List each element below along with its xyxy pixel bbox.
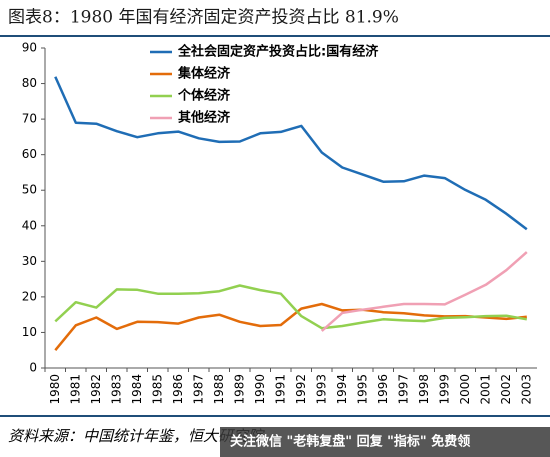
series-line (54, 284, 528, 330)
x-tick-label: 1996 (376, 374, 390, 405)
y-tick-label: 70 (22, 112, 37, 126)
legend-label: 集体经济 (177, 66, 231, 82)
x-tick-label: 1988 (212, 374, 226, 405)
y-tick-label: 50 (22, 183, 37, 197)
x-tick-label: 1999 (437, 374, 451, 405)
x-tick-label: 1986 (171, 374, 185, 405)
y-tick-label: 20 (22, 289, 37, 303)
watermark-bg (220, 427, 550, 457)
x-tick-label: 1989 (232, 374, 246, 405)
watermark: 关注微信 "老韩复盘" 回复 "指标" 免费领 (230, 434, 470, 450)
y-tick-label: 30 (22, 254, 37, 268)
y-tick-label: 40 (22, 218, 37, 232)
x-tick-label: 1995 (355, 374, 369, 405)
x-tick-label: 1993 (314, 374, 328, 405)
x-tick-label: 1980 (48, 374, 62, 405)
x-tick-label: 1998 (417, 374, 431, 405)
legend-label: 全社会固定资产投资占比:国有经济 (177, 44, 379, 60)
x-tick-label: 1992 (294, 374, 308, 405)
legend-label: 其他经济 (178, 110, 231, 126)
x-tick-label: 2003 (519, 374, 533, 405)
chart-title: 图表8：1980 年国有经济固定资产投资占比 81.9% (8, 8, 399, 28)
x-tick-label: 1987 (191, 374, 205, 405)
y-tick-label: 0 (29, 361, 37, 375)
x-tick-label: 1983 (109, 374, 123, 405)
x-tick-label: 2000 (458, 374, 472, 405)
x-tick-label: 1991 (273, 374, 287, 405)
x-tick-label: 2002 (499, 374, 513, 405)
x-tick-label: 1982 (89, 374, 103, 405)
y-tick-label: 60 (22, 147, 37, 161)
x-tick-label: 1981 (68, 374, 82, 405)
y-tick-label: 80 (22, 76, 37, 90)
x-tick-label: 1985 (150, 374, 164, 405)
y-tick-label: 10 (22, 325, 37, 339)
x-tick-label: 1994 (335, 374, 349, 405)
x-tick-label: 1990 (253, 374, 267, 405)
source: 资料来源：中国统计年鉴，恒大研究院 (8, 427, 265, 445)
x-tick-label: 1997 (396, 374, 410, 405)
series-line (320, 251, 528, 332)
series-line (54, 76, 528, 231)
series-line (54, 302, 527, 351)
x-tick-label: 1984 (130, 374, 144, 405)
legend-label: 个体经济 (177, 88, 231, 104)
y-tick-label: 90 (22, 41, 37, 55)
x-tick-label: 2001 (478, 374, 492, 405)
